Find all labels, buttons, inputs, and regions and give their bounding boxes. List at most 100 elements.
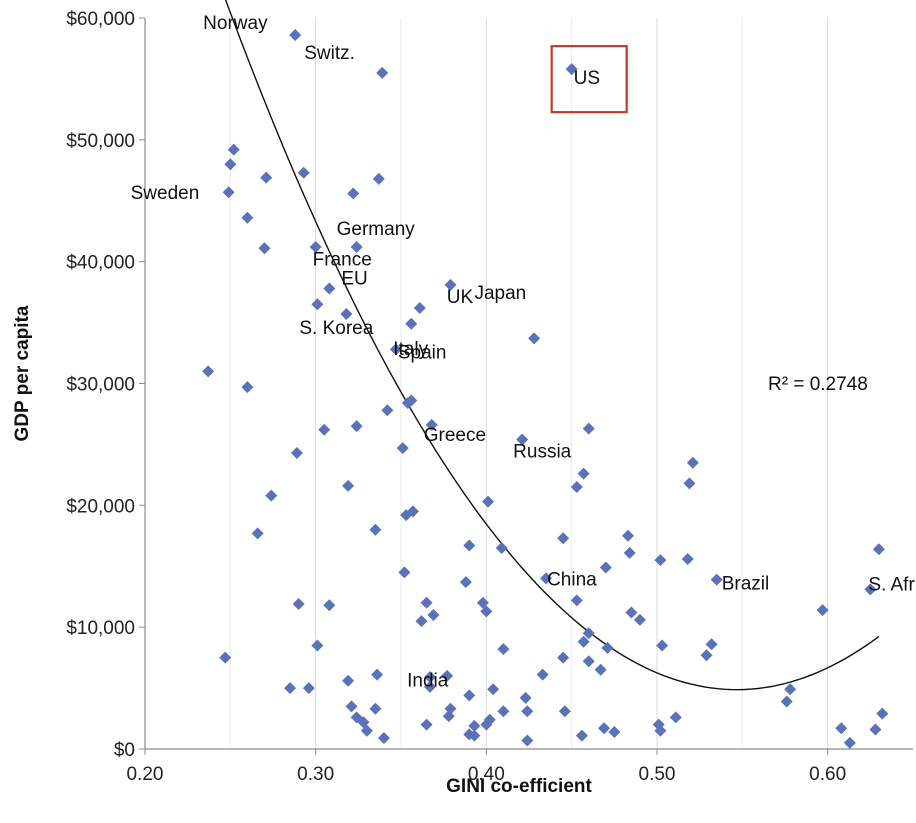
x-axis-title: GINI co-efficient	[446, 776, 592, 797]
data-point	[345, 700, 358, 713]
data-point	[219, 651, 232, 664]
data-point	[415, 615, 428, 628]
data-point	[540, 572, 553, 585]
data-point	[463, 539, 476, 552]
data-point	[342, 674, 355, 687]
data-point	[656, 639, 669, 652]
data-point	[241, 381, 254, 394]
data-point	[570, 594, 583, 607]
annotation-label: UK	[447, 287, 474, 308]
annotation-label: Italy	[393, 339, 428, 360]
data-point	[377, 732, 390, 745]
data-point	[497, 643, 510, 656]
data-point	[480, 718, 493, 731]
us-label: US	[574, 68, 600, 89]
data-point	[360, 724, 373, 737]
data-point	[309, 241, 322, 254]
data-point	[227, 143, 240, 156]
data-point	[424, 680, 437, 693]
annotation-label: Norway	[203, 13, 268, 34]
data-point	[323, 282, 336, 295]
data-point	[577, 467, 590, 480]
x-tick-label: 0.30	[297, 764, 334, 785]
data-point	[625, 606, 638, 619]
data-point	[350, 241, 363, 254]
data-point	[557, 651, 570, 664]
data-point	[396, 442, 409, 455]
data-point	[468, 729, 481, 742]
y-tick-label: $40,000	[66, 253, 135, 274]
data-point	[594, 663, 607, 676]
vertical-gridlines	[229, 18, 829, 749]
data-point	[405, 394, 418, 407]
data-point	[582, 627, 595, 640]
annotation-label: France	[313, 250, 372, 271]
y-tick-label: $30,000	[66, 375, 135, 396]
data-point	[427, 608, 440, 621]
us-highlight: US	[550, 45, 628, 114]
data-point	[311, 298, 324, 311]
data-point	[311, 639, 324, 652]
data-point	[406, 505, 419, 518]
data-point	[347, 187, 360, 200]
data-point	[241, 211, 254, 224]
data-point	[683, 477, 696, 490]
data-point	[297, 166, 310, 179]
data-point	[389, 343, 402, 356]
data-point	[570, 481, 583, 494]
data-point	[869, 723, 882, 736]
data-point	[521, 734, 534, 747]
data-point	[284, 682, 297, 695]
data-point	[835, 722, 848, 735]
data-point	[686, 456, 699, 469]
data-point	[872, 543, 885, 556]
data-point	[621, 529, 634, 542]
annotation-label: S. Africa	[868, 574, 916, 595]
data-point	[633, 613, 646, 626]
data-point	[495, 541, 508, 554]
data-point	[251, 527, 264, 540]
data-point	[843, 736, 856, 749]
data-point	[864, 583, 877, 596]
y-axis-title: GDP per capita	[12, 305, 33, 441]
data-point	[413, 301, 426, 314]
data-point	[598, 722, 611, 735]
data-point	[528, 332, 541, 345]
data-point	[224, 158, 237, 171]
y-tick-label: $0	[114, 740, 135, 761]
data-point	[608, 725, 621, 738]
annotation-label: Sweden	[131, 183, 200, 204]
data-point	[425, 418, 438, 431]
data-point	[202, 365, 215, 378]
data-point	[369, 702, 382, 715]
data-point	[442, 710, 455, 723]
data-point	[582, 422, 595, 435]
data-point	[468, 719, 481, 732]
x-tick-label: 0.40	[468, 764, 505, 785]
data-point	[536, 668, 549, 681]
data-point	[340, 308, 353, 321]
data-point	[350, 420, 363, 433]
y-tick-label: $50,000	[66, 131, 135, 152]
data-point	[405, 317, 418, 330]
y-tick-label: $20,000	[66, 496, 135, 517]
data-points	[202, 29, 889, 749]
data-point	[557, 532, 570, 545]
data-point	[398, 566, 411, 579]
data-point	[260, 171, 273, 184]
r-squared-label: R² = 0.2748	[768, 374, 868, 395]
data-point	[342, 479, 355, 492]
data-point	[289, 29, 302, 42]
y-tick-label: $10,000	[66, 618, 135, 639]
data-point	[441, 669, 454, 682]
data-point	[323, 599, 336, 612]
data-point	[265, 489, 278, 502]
data-point	[780, 695, 793, 708]
annotation-label: Brazil	[722, 574, 770, 595]
data-point	[482, 495, 495, 508]
polynomial-trendline	[224, 0, 880, 691]
data-point	[424, 671, 437, 684]
data-point	[565, 63, 578, 76]
data-point	[705, 638, 718, 651]
